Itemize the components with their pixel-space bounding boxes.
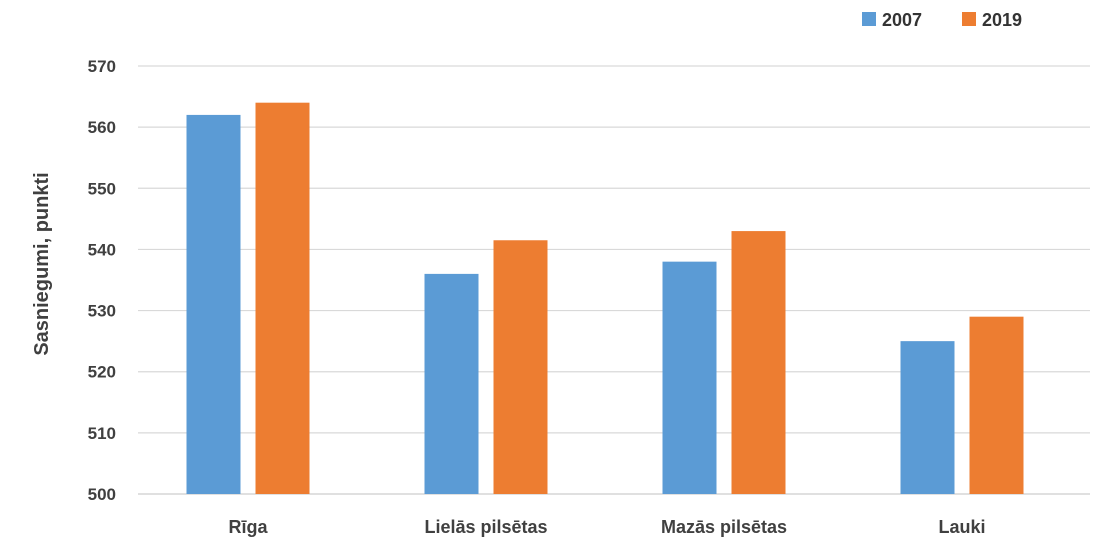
bar-2007-1 [424, 273, 479, 494]
y-tick-label: 520 [88, 363, 116, 382]
bar-2007-0 [186, 114, 241, 495]
legend-swatch-2007 [862, 12, 876, 26]
legend-label-2007: 2007 [882, 10, 922, 30]
bar-2007-2 [662, 261, 717, 494]
bar-2007-3 [900, 341, 955, 494]
x-category-label: Rīga [228, 517, 268, 537]
y-tick-label: 560 [88, 118, 116, 137]
bars [186, 102, 1024, 495]
y-tick-label: 510 [88, 424, 116, 443]
bar-2019-2 [731, 231, 786, 495]
x-axis-labels: Rīga Lielās pilsētas Mazās pilsētas Lauki [228, 517, 985, 537]
x-category-label: Mazās pilsētas [661, 517, 787, 537]
bar-2019-3 [969, 316, 1024, 494]
y-tick-label: 500 [88, 485, 116, 504]
y-tick-label: 570 [88, 57, 116, 76]
legend-swatch-2019 [962, 12, 976, 26]
bar-2019-0 [255, 102, 310, 494]
bar-2019-1 [493, 240, 548, 494]
y-tick-label: 540 [88, 240, 116, 259]
y-axis-title: Sasniegumi, punkti [31, 172, 53, 355]
x-category-label: Lielās pilsētas [424, 517, 547, 537]
legend-label-2019: 2019 [982, 10, 1022, 30]
y-tick-label: 550 [88, 179, 116, 198]
legend: 2007 2019 [862, 10, 1022, 30]
y-axis-ticks: 500 510 520 530 540 550 560 570 [88, 57, 116, 504]
y-tick-label: 530 [88, 302, 116, 321]
x-category-label: Lauki [938, 517, 985, 537]
